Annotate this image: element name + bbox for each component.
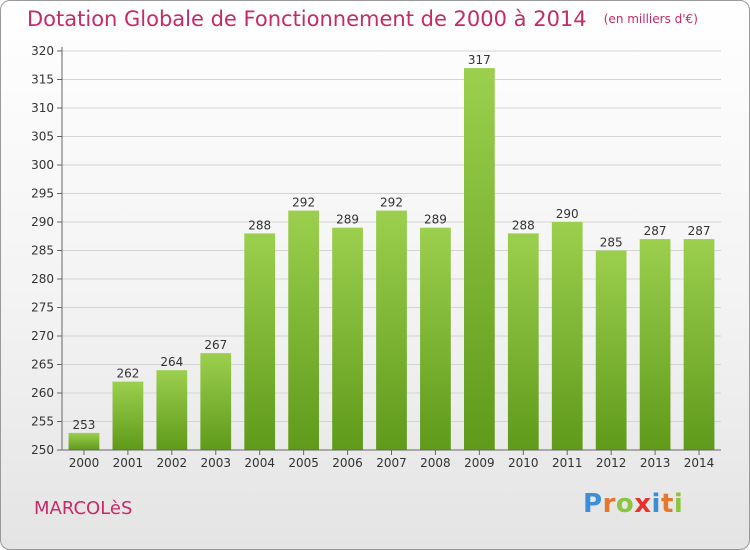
- data-label-2009: 317: [468, 53, 491, 67]
- data-label-2007: 292: [380, 196, 403, 210]
- y-tick-label-285: 285: [31, 244, 54, 258]
- y-tick-label-300: 300: [31, 158, 54, 172]
- logo-letter: P: [583, 489, 603, 519]
- bar-2006: [332, 227, 363, 450]
- x-tick-label-2003: 2003: [200, 456, 231, 470]
- data-label-2006: 289: [336, 213, 359, 227]
- logo-letter: x: [634, 489, 652, 519]
- y-tick-label-310: 310: [31, 101, 54, 115]
- bar-2009: [463, 68, 495, 450]
- x-tick-label-2010: 2010: [508, 456, 539, 470]
- data-label-2008: 289: [424, 213, 447, 227]
- y-tick-label-250: 250: [31, 443, 54, 457]
- x-tick-label-2002: 2002: [157, 456, 188, 470]
- chart-unit: (en milliers d'€): [603, 12, 698, 26]
- bar-2012: [595, 250, 627, 450]
- y-tick-label-255: 255: [31, 415, 54, 429]
- y-tick-label-305: 305: [31, 130, 54, 144]
- bar-2003: [200, 353, 232, 450]
- x-tick-label-2004: 2004: [244, 456, 275, 470]
- data-label-2013: 287: [644, 224, 667, 238]
- logo-letter: t: [660, 489, 674, 519]
- y-tick-label-290: 290: [31, 215, 54, 229]
- y-tick-label-295: 295: [31, 187, 54, 201]
- x-tick-label-2014: 2014: [684, 456, 715, 470]
- y-tick-label-270: 270: [31, 329, 54, 343]
- logo-letter: o: [615, 489, 635, 519]
- chart-title: Dotation Globale de Fonctionnement de 20…: [27, 7, 587, 31]
- axes: 250 255 260 265 270 275 280 285 290 295 300 305 310 3…: [31, 44, 721, 470]
- y-tick-label-280: 280: [31, 272, 54, 286]
- x-tick-label-2012: 2012: [596, 456, 627, 470]
- data-label-2000: 253: [73, 418, 96, 432]
- x-tick-label-2013: 2013: [640, 456, 671, 470]
- y-tick-label-275: 275: [31, 301, 54, 315]
- data-label-2002: 264: [160, 355, 183, 369]
- bar-2014: [683, 239, 715, 450]
- x-tick-label-2005: 2005: [288, 456, 319, 470]
- y-tick-label-260: 260: [31, 386, 54, 400]
- bar-2013: [639, 239, 671, 450]
- data-label-2012: 285: [600, 236, 623, 250]
- y-tick-label-320: 320: [31, 44, 54, 58]
- bar-2005: [288, 210, 320, 450]
- data-label-2014: 287: [688, 224, 711, 238]
- data-label-2003: 267: [204, 338, 227, 352]
- title-row: Dotation Globale de Fonctionnement de 20…: [27, 7, 698, 31]
- x-tick-label-2009: 2009: [464, 456, 495, 470]
- bar-2008: [420, 227, 451, 450]
- x-tick-label-2000: 2000: [69, 456, 100, 470]
- y-tick-label-315: 315: [31, 73, 54, 87]
- data-label-2011: 290: [556, 207, 579, 221]
- proxiti-logo: Proxiti: [583, 489, 683, 519]
- bar-2001: [112, 381, 144, 450]
- x-tick-label-2008: 2008: [420, 456, 451, 470]
- logo-letter: r: [602, 489, 616, 519]
- logo-letter: i: [651, 489, 661, 519]
- data-labels: 253 262 264 267 288 292 289 292 289 317 288 290 285 2…: [73, 53, 711, 432]
- bar-2011: [551, 222, 583, 450]
- data-label-2001: 262: [116, 367, 139, 381]
- bar-2000: [68, 432, 100, 450]
- x-tick-label-2001: 2001: [113, 456, 144, 470]
- logo-letter: i: [673, 489, 684, 519]
- bar-2004: [244, 233, 276, 450]
- bar-2002: [156, 370, 188, 450]
- x-tick-label-2011: 2011: [552, 456, 583, 470]
- data-label-2010: 288: [512, 218, 535, 232]
- y-tick-label-265: 265: [31, 358, 54, 372]
- bar-2010: [507, 233, 539, 450]
- bar-2007: [376, 210, 407, 450]
- bars: [68, 68, 715, 450]
- data-label-2005: 292: [292, 196, 315, 210]
- data-label-2004: 288: [248, 218, 271, 232]
- commune-name: MARCOLèS: [34, 498, 133, 519]
- x-tick-label-2007: 2007: [376, 456, 407, 470]
- x-tick-label-2006: 2006: [332, 456, 363, 470]
